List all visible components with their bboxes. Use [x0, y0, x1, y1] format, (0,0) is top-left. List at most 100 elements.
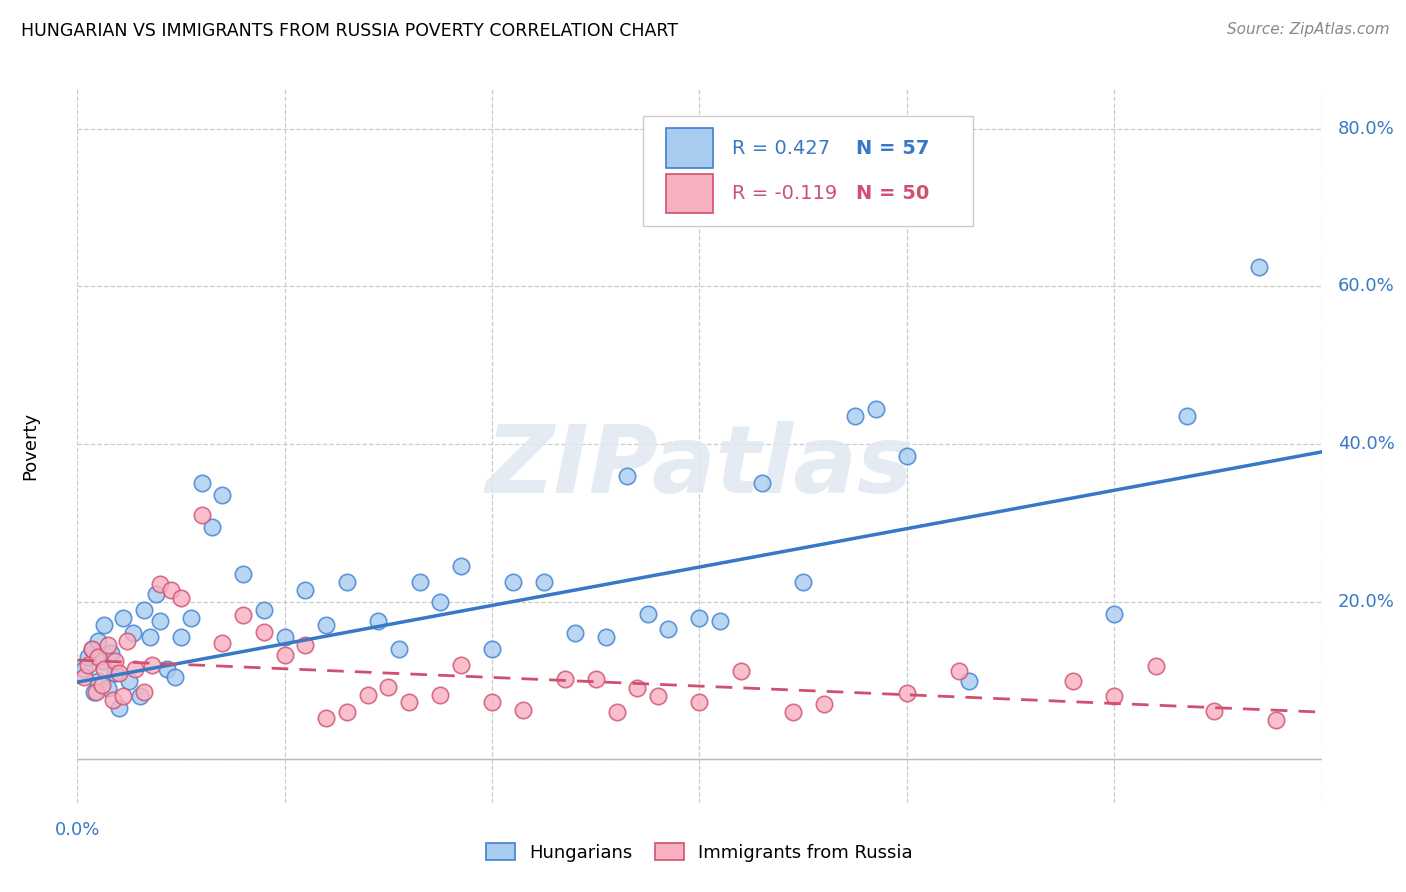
Point — [637, 607, 659, 621]
Text: Source: ZipAtlas.com: Source: ZipAtlas.com — [1226, 22, 1389, 37]
Point — [564, 626, 586, 640]
Point — [896, 686, 918, 700]
Point — [72, 670, 94, 684]
Point — [647, 690, 669, 704]
Point — [253, 624, 276, 639]
Point — [813, 698, 835, 712]
Point — [191, 508, 214, 522]
Point — [170, 630, 193, 644]
Point — [111, 610, 134, 624]
Point — [170, 591, 193, 605]
Point — [101, 693, 124, 707]
Point — [211, 636, 233, 650]
Bar — [666, 128, 713, 168]
Point — [1144, 659, 1167, 673]
Point — [709, 615, 731, 629]
Point — [1104, 607, 1126, 621]
Bar — [666, 174, 713, 213]
Point — [232, 567, 254, 582]
Point — [1062, 673, 1084, 688]
Point — [429, 688, 451, 702]
Point — [84, 685, 107, 699]
Point — [91, 677, 114, 691]
Point — [315, 618, 337, 632]
Point — [585, 672, 607, 686]
Point — [896, 449, 918, 463]
Point — [115, 634, 138, 648]
Point — [108, 701, 131, 715]
Point — [689, 610, 711, 624]
Point — [93, 662, 115, 676]
Point — [87, 649, 110, 664]
Point — [657, 623, 679, 637]
Point — [87, 673, 110, 688]
Point — [253, 602, 276, 616]
Point — [751, 476, 773, 491]
Point — [626, 681, 648, 696]
Point — [1265, 713, 1288, 727]
Point — [145, 587, 167, 601]
Point — [80, 642, 103, 657]
Point — [274, 648, 297, 663]
Point — [502, 574, 524, 589]
Point — [294, 638, 316, 652]
Point — [139, 630, 162, 644]
Point — [232, 608, 254, 623]
Point — [315, 711, 337, 725]
Point — [792, 574, 814, 589]
Point — [554, 672, 576, 686]
Text: 20.0%: 20.0% — [1339, 592, 1395, 611]
Point — [128, 690, 150, 704]
Point — [336, 705, 359, 719]
Point — [1175, 409, 1198, 424]
Point — [108, 665, 131, 680]
Point — [450, 657, 472, 672]
Text: R = 0.427: R = 0.427 — [733, 138, 830, 158]
Point — [398, 695, 420, 709]
Point — [132, 685, 155, 699]
Point — [957, 673, 980, 688]
Text: N = 57: N = 57 — [856, 138, 929, 158]
Point — [104, 654, 127, 668]
Point — [149, 615, 172, 629]
Point — [429, 595, 451, 609]
Text: 60.0%: 60.0% — [1339, 277, 1395, 295]
FancyBboxPatch shape — [644, 116, 973, 227]
Point — [180, 610, 202, 624]
Text: 80.0%: 80.0% — [1339, 120, 1395, 137]
Point — [481, 695, 503, 709]
Point — [80, 642, 103, 657]
Point — [111, 690, 134, 704]
Point — [616, 468, 638, 483]
Point — [595, 630, 617, 644]
Point — [118, 673, 141, 688]
Point — [336, 574, 359, 589]
Text: HUNGARIAN VS IMMIGRANTS FROM RUSSIA POVERTY CORRELATION CHART: HUNGARIAN VS IMMIGRANTS FROM RUSSIA POVE… — [21, 22, 678, 40]
Point — [512, 703, 534, 717]
Point — [87, 634, 110, 648]
Point — [155, 662, 177, 676]
Point — [274, 630, 297, 644]
Point — [1104, 690, 1126, 704]
Point — [201, 520, 224, 534]
Point — [408, 574, 430, 589]
Point — [76, 649, 98, 664]
Point — [357, 688, 380, 702]
Legend: Hungarians, Immigrants from Russia: Hungarians, Immigrants from Russia — [486, 843, 912, 862]
Point — [104, 665, 127, 680]
Point — [132, 602, 155, 616]
Point — [377, 680, 399, 694]
Point — [100, 646, 122, 660]
Point — [730, 664, 752, 678]
Point — [159, 582, 181, 597]
Point — [91, 654, 114, 668]
Point — [76, 657, 98, 672]
Point — [1249, 260, 1271, 274]
Point — [294, 582, 316, 597]
Point — [149, 577, 172, 591]
Point — [367, 615, 389, 629]
Point — [481, 642, 503, 657]
Point — [948, 664, 970, 678]
Point — [388, 642, 411, 657]
Text: R = -0.119: R = -0.119 — [733, 185, 837, 203]
